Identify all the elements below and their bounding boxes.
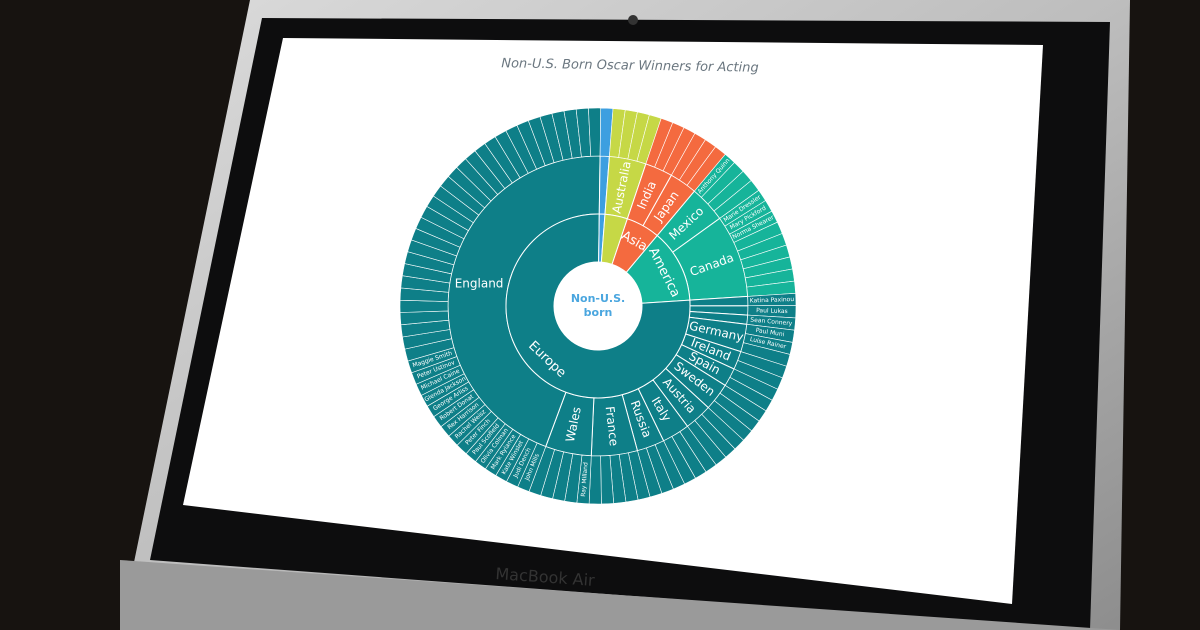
camera [628,15,638,25]
winner-label: Ray Milland [580,462,590,497]
winner-label: Katina Paxinou [750,296,795,304]
winner-cell [399,299,449,313]
country-label: France [603,406,621,447]
winner-cell [686,146,726,192]
continent-arc [611,218,658,273]
center-label: Non-U.S. born [571,292,625,319]
chart-title: Non-U.S. Born Oscar Winners for Acting [501,56,759,75]
winner-label: Paul Lukas [756,307,788,315]
winner-label: Sean Connery [750,317,793,328]
winner-label: Paul Muni [755,327,785,338]
country-label: Wales [563,406,584,444]
country-label: England [455,276,504,290]
continent-arc [505,213,691,399]
center-hole [555,263,641,349]
winner-cell [588,107,602,157]
lid-bottom [120,560,1120,630]
